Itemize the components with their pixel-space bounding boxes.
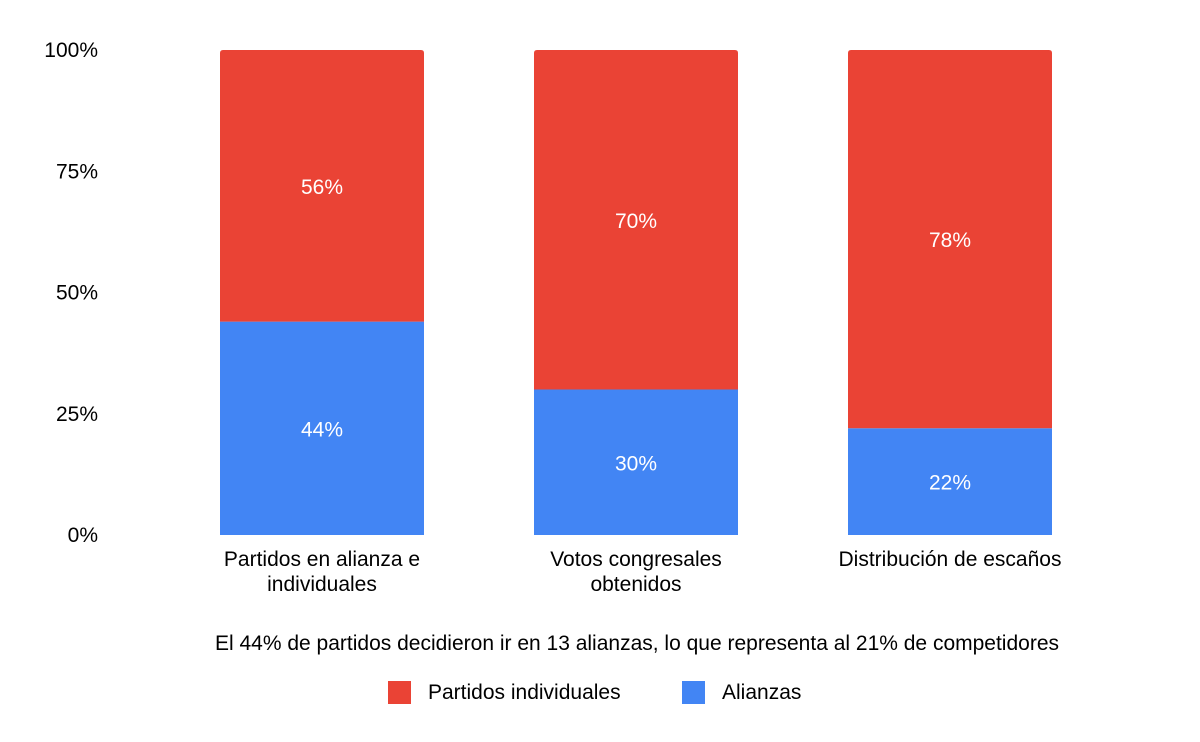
y-tick-label: 50% (56, 282, 98, 305)
legend-label: Partidos individuales (428, 681, 621, 704)
bar-segment-alianzas (534, 389, 738, 535)
bar-segment-partidos-individuales (848, 50, 1052, 429)
data-label: 44% (301, 418, 343, 441)
y-tick-label: 25% (56, 403, 98, 426)
bar-segment-partidos-individuales (534, 50, 738, 390)
bar-segment-partidos-individuales (220, 50, 424, 322)
x-category-label: Partidos en alianza e (224, 548, 420, 571)
y-tick-label: 100% (44, 39, 98, 62)
data-label: 30% (615, 452, 657, 475)
data-label: 70% (615, 210, 657, 233)
data-label: 56% (301, 176, 343, 199)
data-label: 78% (929, 229, 971, 252)
legend-label: Alianzas (722, 681, 801, 704)
bar-segment-alianzas (848, 428, 1052, 535)
legend-swatch (388, 681, 411, 704)
y-tick-label: 75% (56, 160, 98, 183)
y-axis: 0% 25% 50% 75% 100% (44, 39, 98, 547)
bars: 44% 56% 30% 70% 22% 78% (220, 50, 1052, 535)
data-label: 22% (929, 472, 971, 495)
bar-segment-alianzas (220, 321, 424, 535)
chart-caption: El 44% de partidos decidieron ir en 13 a… (215, 632, 1059, 655)
x-category-label: Distribución de escaños (839, 548, 1062, 571)
y-tick-label: 0% (68, 524, 98, 547)
legend-swatch (682, 681, 705, 704)
x-category-label: obtenidos (590, 573, 681, 596)
x-category-label: individuales (267, 573, 377, 596)
x-category-label: Votos congresales (550, 548, 722, 571)
legend: Partidos individuales Alianzas (388, 681, 801, 704)
